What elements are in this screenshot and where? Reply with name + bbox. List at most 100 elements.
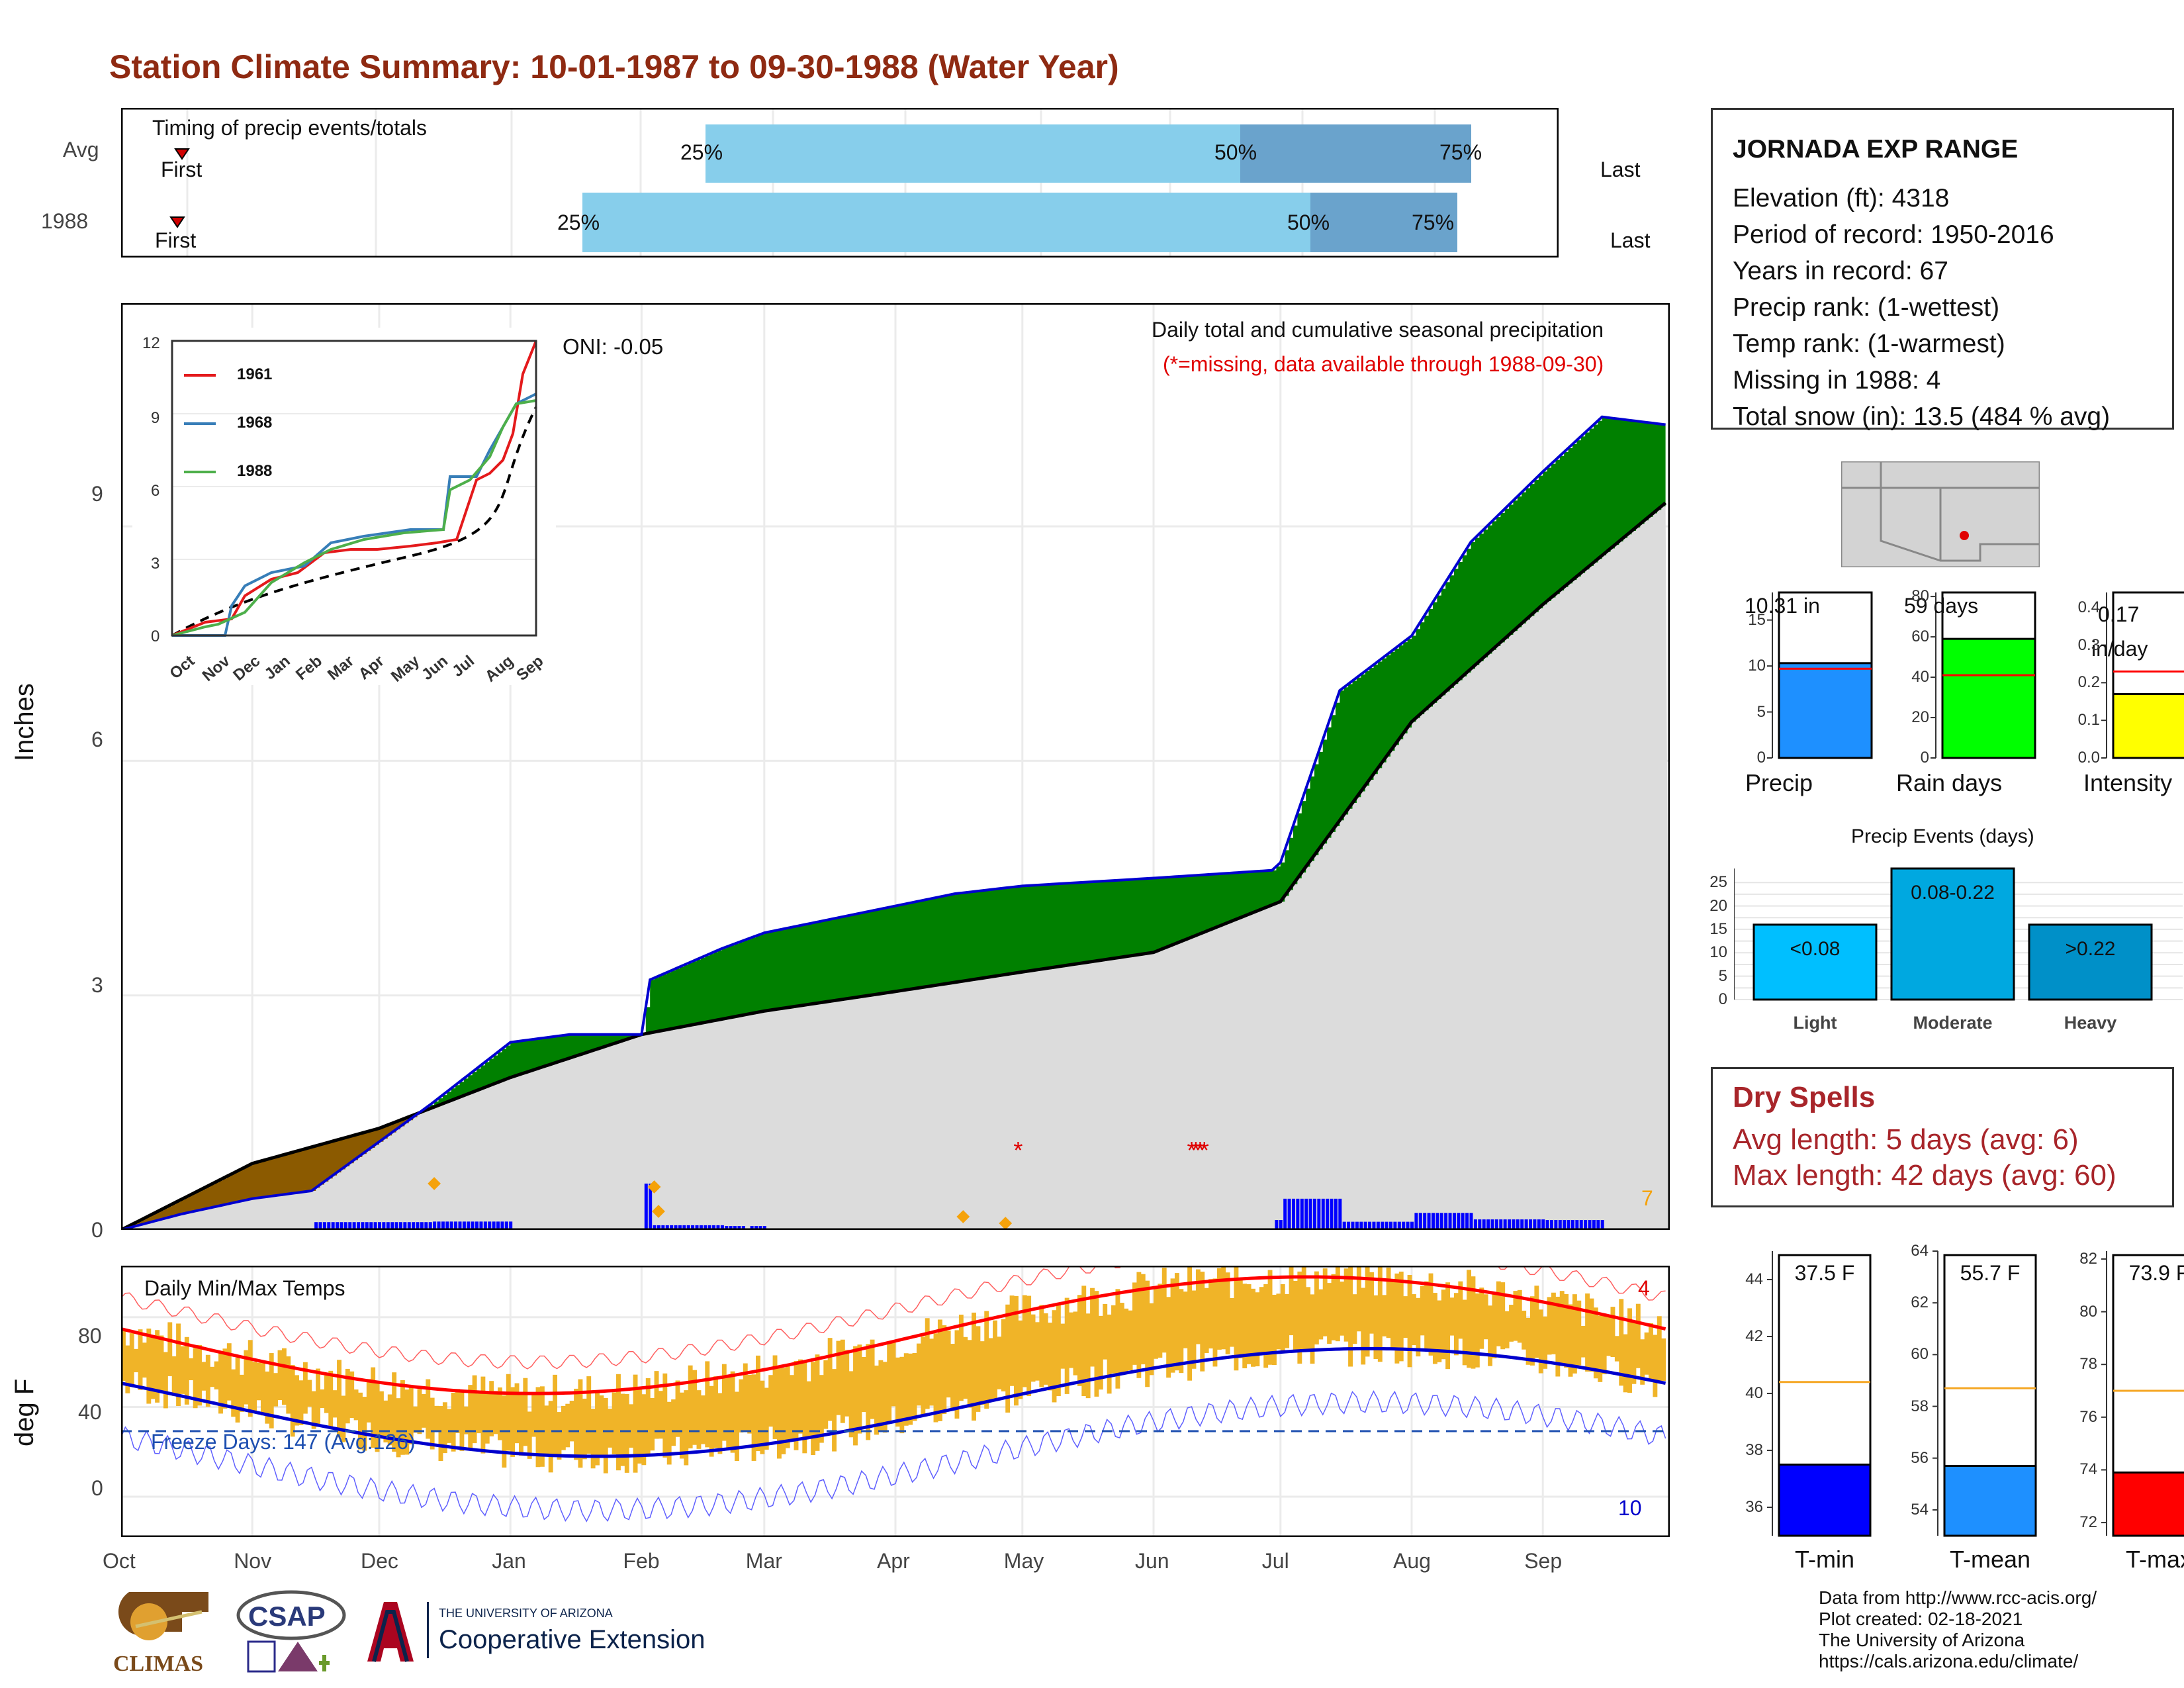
events-category-label: Heavy — [2064, 1013, 2117, 1033]
temp-bar-ytick: 60 — [1911, 1345, 1929, 1364]
daily-temp-bar — [608, 1408, 613, 1448]
daily-temp-bar — [666, 1401, 672, 1465]
inset-line-1961 — [171, 340, 537, 637]
daily-temp-bar — [1056, 1303, 1061, 1397]
daily-precip-bar — [1508, 1219, 1512, 1230]
daily-temp-bar — [1619, 1299, 1624, 1386]
daily-temp-bar — [747, 1374, 752, 1434]
daily-temp-bar — [1221, 1266, 1226, 1350]
events-bar-heavy — [2028, 923, 2153, 1001]
daily-temp-bar — [1090, 1288, 1095, 1367]
daily-precip-bar — [327, 1222, 331, 1230]
events-ytick: 0 — [1718, 990, 1727, 1008]
temp-ytick-0: 0 — [91, 1476, 103, 1500]
daily-precip-bar — [741, 1226, 745, 1230]
avg-cumulative-line — [121, 501, 1667, 1230]
station-line-3: Years in record: 67 — [1733, 257, 1948, 285]
daily-temp-bar — [1310, 1294, 1315, 1364]
daily-temp-bar — [1280, 1284, 1285, 1352]
daily-precip-bar — [488, 1221, 492, 1230]
month-label-jun: Jun — [1135, 1549, 1169, 1573]
daily-precip-bar — [1486, 1219, 1490, 1230]
station-line-2: Period of record: 1950-2016 — [1733, 220, 2054, 249]
timing-1988-bar-50-75 — [1310, 193, 1457, 252]
precip-count-label: 7 — [1641, 1186, 1653, 1210]
temp-bar-ytick: 40 — [1745, 1384, 1763, 1402]
daily-temp-bar — [1272, 1294, 1277, 1366]
timing-avg-bar-25-50 — [705, 124, 1240, 183]
daily-precip-bar — [412, 1222, 416, 1230]
daily-temp-bar — [802, 1362, 807, 1454]
daily-temp-bar — [1348, 1266, 1353, 1367]
daily-temp-bar — [1340, 1282, 1345, 1336]
daily-temp-bar — [155, 1330, 160, 1403]
daily-temp-bar — [700, 1395, 705, 1444]
daily-precip-bar — [496, 1221, 500, 1230]
daily-temp-bar — [1187, 1266, 1193, 1381]
inset-legend-1988: 1988 — [237, 462, 273, 480]
daily-precip-bar — [1317, 1198, 1321, 1230]
mini-ytick: 0.4 — [2077, 598, 2100, 616]
daily-precip-bar — [1533, 1219, 1537, 1230]
daily-temp-bar — [1610, 1307, 1615, 1358]
daily-temp-bar — [671, 1399, 676, 1446]
daily-precip-bar — [644, 1184, 648, 1230]
daily-precip-bar — [695, 1225, 699, 1230]
daily-precip-bar — [1457, 1213, 1461, 1230]
daily-temp-bar — [514, 1383, 520, 1444]
daily-temp-bar — [743, 1363, 748, 1432]
daily-temp-bar — [903, 1353, 909, 1426]
precip-ytick-3: 3 — [91, 973, 103, 997]
daily-precip-bar — [682, 1225, 686, 1230]
temp-ylabel: deg F — [10, 1378, 39, 1446]
daily-temp-bar — [337, 1360, 341, 1438]
daily-precip-bar — [1308, 1198, 1312, 1230]
daily-temp-bar — [1356, 1266, 1361, 1332]
daily-precip-bar — [471, 1221, 475, 1230]
daily-precip-bar — [1334, 1198, 1338, 1230]
daily-precip-bar — [475, 1221, 479, 1230]
daily-temp-bar — [324, 1375, 329, 1413]
daily-temp-bar — [916, 1343, 921, 1406]
daily-temp-bar — [1242, 1284, 1248, 1369]
climas-logo: CLIMAS — [109, 1585, 215, 1678]
timing-avg-bar-50-75 — [1240, 124, 1471, 183]
daily-temp-bar — [1005, 1304, 1011, 1413]
daily-temp-bar — [332, 1390, 338, 1418]
temp-bar-label: T-min — [1795, 1546, 1854, 1573]
daily-temp-bar — [1513, 1291, 1518, 1341]
daily-temp-bar — [218, 1352, 223, 1414]
daily-temp-bar — [1551, 1292, 1556, 1354]
mini-value-raindays: 59 days — [1904, 594, 1979, 618]
missing-data-mark: * — [1195, 1137, 1205, 1164]
daily-temp-bar — [582, 1398, 587, 1460]
daily-temp-bar — [1564, 1294, 1569, 1368]
daily-temp-bar — [1043, 1313, 1048, 1385]
daily-temp-bar — [1598, 1315, 1603, 1382]
month-label-mar: Mar — [745, 1549, 782, 1573]
inset-ytick-12: 12 — [142, 334, 160, 352]
temp-chart — [121, 1266, 1670, 1537]
daily-precip-bar — [420, 1222, 424, 1230]
daily-precip-bar — [750, 1226, 754, 1230]
daily-temp-bar — [1327, 1283, 1332, 1344]
daily-precip-bar — [1389, 1221, 1393, 1230]
temp-ytick-80: 80 — [78, 1324, 102, 1348]
daily-precip-bar — [1418, 1213, 1422, 1230]
daily-temp-bar — [430, 1397, 435, 1450]
daily-temp-bar — [857, 1344, 862, 1434]
daily-precip-bar — [437, 1221, 441, 1230]
daily-precip-bar — [1342, 1221, 1346, 1230]
daily-temp-bar — [1179, 1289, 1184, 1374]
daily-temp-bar — [781, 1368, 786, 1454]
daily-temp-bar — [612, 1392, 617, 1454]
daily-precip-bar — [1312, 1198, 1316, 1230]
temp-bar-ytick: 82 — [2079, 1249, 2097, 1268]
daily-temp-bar — [1073, 1311, 1078, 1376]
daily-precip-bar — [369, 1222, 373, 1230]
daily-precip-bar — [1592, 1220, 1596, 1230]
daily-temp-bar — [1500, 1282, 1506, 1350]
precip-panel-subtitle: (*=missing, data available through 1988-… — [1163, 352, 1604, 376]
month-label-feb: Feb — [623, 1549, 660, 1573]
mini-ytick: 0.1 — [2077, 711, 2100, 729]
